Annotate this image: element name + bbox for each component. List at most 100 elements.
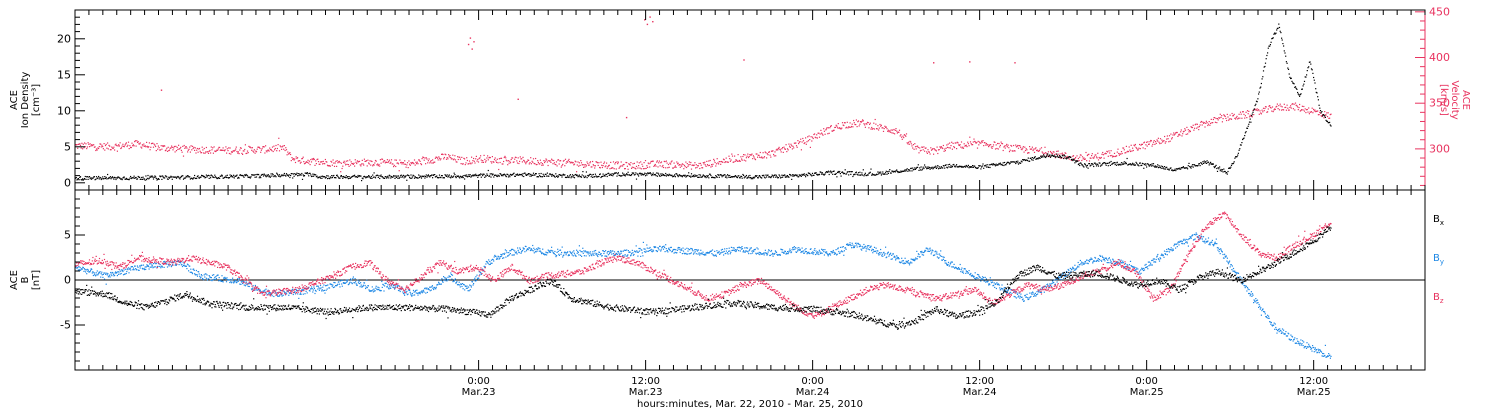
data-point	[342, 176, 343, 177]
density-axis-label: ACEIon Density[cm⁻³]	[9, 72, 42, 129]
data-point	[1152, 165, 1153, 166]
data-point	[532, 250, 533, 251]
data-point	[463, 288, 464, 289]
data-point	[975, 142, 976, 143]
data-point	[271, 150, 272, 151]
data-point	[1119, 155, 1120, 156]
data-point	[486, 175, 487, 176]
data-point	[210, 280, 211, 281]
data-point	[278, 144, 279, 145]
data-point	[330, 177, 331, 178]
data-point	[573, 175, 574, 176]
data-point	[774, 151, 775, 152]
data-point	[1014, 150, 1015, 151]
data-point	[298, 298, 299, 299]
data-point	[190, 152, 191, 153]
data-point	[237, 278, 238, 279]
data-point	[176, 178, 177, 179]
data-point	[1218, 119, 1219, 120]
data-point	[439, 283, 440, 284]
data-point	[968, 165, 969, 166]
data-point	[279, 294, 280, 295]
data-point	[148, 266, 149, 267]
data-point	[377, 175, 378, 176]
data-point	[413, 163, 414, 164]
data-point	[724, 174, 725, 175]
data-point	[678, 247, 679, 248]
data-point	[1085, 165, 1086, 166]
data-point	[522, 175, 523, 176]
data-point	[503, 257, 504, 258]
data-point	[314, 293, 315, 294]
data-point	[562, 256, 563, 257]
data-point	[110, 176, 111, 177]
data-point	[856, 172, 857, 173]
data-point	[626, 173, 627, 174]
data-point	[514, 254, 515, 255]
data-point	[1097, 157, 1098, 158]
data-point	[247, 151, 248, 152]
data-point	[597, 255, 598, 256]
data-point	[832, 174, 833, 175]
data-point	[481, 177, 482, 178]
data-point	[767, 154, 768, 155]
data-point	[668, 175, 669, 176]
data-point	[1216, 118, 1217, 119]
data-point	[1138, 148, 1139, 149]
data-point	[186, 148, 187, 149]
data-point	[103, 272, 104, 273]
data-point	[1132, 163, 1133, 164]
data-point	[1222, 121, 1223, 122]
data-point	[287, 152, 288, 153]
data-point	[490, 157, 491, 158]
data-point	[134, 269, 135, 270]
data-point	[1196, 128, 1197, 129]
data-point	[406, 292, 407, 293]
data-point	[607, 251, 608, 252]
data-point	[406, 291, 407, 292]
data-point	[188, 264, 189, 265]
data-point	[1279, 27, 1280, 28]
data-point	[1265, 63, 1266, 64]
data-point	[169, 265, 170, 266]
data-point	[172, 149, 173, 150]
data-point	[1264, 66, 1265, 67]
data-point	[548, 165, 549, 166]
data-point	[480, 272, 481, 273]
data-point	[1286, 110, 1287, 111]
data-point	[865, 173, 866, 174]
data-point	[1123, 148, 1124, 149]
data-point	[199, 148, 200, 149]
data-point	[682, 176, 683, 177]
data-point	[273, 174, 274, 175]
data-point	[1124, 161, 1125, 162]
data-point	[881, 174, 882, 175]
data-point	[1075, 157, 1076, 158]
data-point	[1209, 163, 1210, 164]
data-point	[946, 164, 947, 165]
data-point	[729, 158, 730, 159]
data-point	[687, 166, 688, 167]
data-point	[214, 146, 215, 147]
data-point	[154, 177, 155, 178]
data-point	[494, 256, 495, 257]
data-point	[1285, 107, 1286, 108]
data-point	[189, 176, 190, 177]
data-point	[146, 264, 147, 265]
data-point	[532, 175, 533, 176]
data-point	[936, 168, 937, 169]
data-point	[726, 158, 727, 159]
data-point	[517, 162, 518, 163]
data-point	[886, 127, 887, 128]
data-point	[421, 164, 422, 165]
data-point	[1287, 108, 1288, 109]
data-point	[662, 246, 663, 247]
data-point	[1029, 146, 1030, 147]
data-point	[103, 148, 104, 149]
data-point	[335, 161, 336, 162]
data-point	[925, 167, 926, 168]
data-point	[458, 284, 459, 285]
data-point	[465, 175, 466, 176]
data-point	[330, 166, 331, 167]
data-point	[115, 144, 116, 145]
